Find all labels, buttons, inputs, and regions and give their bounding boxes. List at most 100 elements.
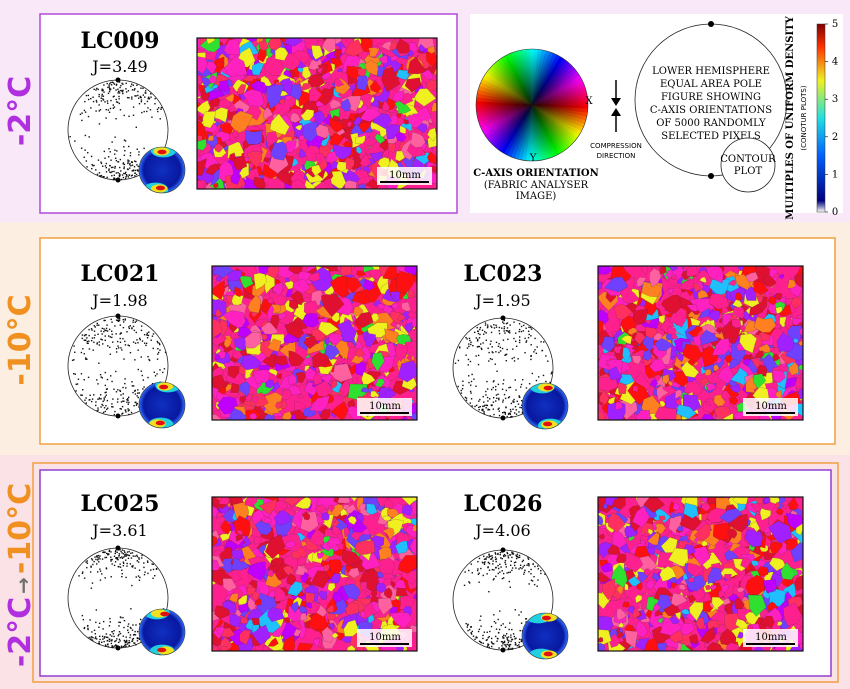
grain <box>343 583 361 601</box>
j-index: J=1.98 <box>90 291 147 310</box>
pole-point <box>100 376 102 378</box>
grain <box>369 79 382 94</box>
pole-point <box>93 629 96 632</box>
grain <box>298 394 304 399</box>
pole-point <box>523 324 525 327</box>
grain <box>598 320 604 337</box>
pole-point <box>111 141 113 143</box>
pole-legend-text: EQUAL AREA POLE <box>660 79 762 90</box>
grain <box>387 143 396 154</box>
pole-point <box>543 341 545 343</box>
pole-point <box>90 587 93 589</box>
grain <box>598 514 604 526</box>
pole-point <box>119 166 121 169</box>
pole-point <box>497 564 499 567</box>
pole-point <box>124 551 126 553</box>
pole-point <box>488 360 490 362</box>
pole-point <box>127 408 129 410</box>
grain <box>784 315 794 330</box>
grain <box>253 177 266 189</box>
pole-point <box>498 414 501 417</box>
pole-point <box>115 98 117 101</box>
pole-point <box>157 348 159 350</box>
grain <box>212 280 225 300</box>
grain <box>251 508 265 526</box>
pole-point <box>522 330 525 332</box>
grain <box>355 347 366 358</box>
pole-point <box>504 354 506 357</box>
contour-border <box>138 608 186 656</box>
pole-point <box>108 90 111 93</box>
grain <box>779 274 785 279</box>
pole-point <box>490 340 492 342</box>
grain <box>750 521 760 533</box>
pole-point <box>535 352 538 355</box>
grain <box>656 384 669 401</box>
pole-point <box>114 153 116 155</box>
grain <box>391 302 400 310</box>
pole-point <box>494 389 497 391</box>
grain <box>669 629 684 643</box>
pole-point <box>117 347 120 349</box>
pole-point <box>511 567 514 569</box>
pole-point <box>509 643 512 646</box>
pole-point <box>134 642 136 644</box>
pole-point <box>137 392 139 394</box>
grain <box>360 611 366 619</box>
pole-point <box>114 552 116 555</box>
grain <box>745 272 759 282</box>
pole-point <box>94 636 97 638</box>
grain <box>599 390 610 405</box>
grain <box>354 540 376 556</box>
pole-point <box>141 554 143 557</box>
grain <box>332 115 342 122</box>
pole-point <box>472 344 474 347</box>
pole-point <box>128 640 130 642</box>
pole-point <box>485 639 488 642</box>
pole-point <box>518 330 520 333</box>
pole-point <box>506 348 508 351</box>
j-index: J=1.95 <box>473 291 530 310</box>
grain <box>216 512 223 519</box>
wheel-sub: (FABRIC ANALYSER <box>484 180 589 191</box>
pole-point <box>537 579 539 581</box>
pole-point <box>104 339 106 342</box>
pole-point <box>97 383 99 385</box>
pole-point <box>98 556 100 559</box>
grain <box>346 341 356 348</box>
pole-point <box>90 558 93 560</box>
pole-point <box>128 174 131 176</box>
pole-point <box>90 636 93 638</box>
grain <box>701 540 708 547</box>
pole-point <box>116 401 119 403</box>
pole-point <box>511 552 514 555</box>
pole-point <box>467 623 469 626</box>
pole-point <box>113 106 116 108</box>
grain <box>416 122 428 134</box>
grain <box>611 528 628 549</box>
pole-point <box>99 394 102 396</box>
pole-point <box>98 123 101 125</box>
pole-point <box>484 322 487 324</box>
pole-point <box>515 557 518 560</box>
grain <box>769 557 787 572</box>
pole-point <box>116 150 118 152</box>
grain <box>363 266 375 273</box>
pole-point <box>121 575 123 578</box>
grain <box>316 552 324 559</box>
pole-point <box>521 412 524 414</box>
contour-hi <box>155 420 165 426</box>
pole-point <box>118 174 121 177</box>
pole-point <box>471 572 473 574</box>
pole-point <box>134 172 136 174</box>
grain <box>336 68 344 72</box>
pole-point <box>126 331 128 333</box>
grain <box>299 605 309 614</box>
grain <box>791 296 802 309</box>
pole-point <box>518 614 520 616</box>
pole-point <box>116 340 119 343</box>
pole-point <box>494 558 497 561</box>
pole-point <box>113 95 115 97</box>
pole-point <box>118 98 120 100</box>
contour-border <box>521 382 569 430</box>
